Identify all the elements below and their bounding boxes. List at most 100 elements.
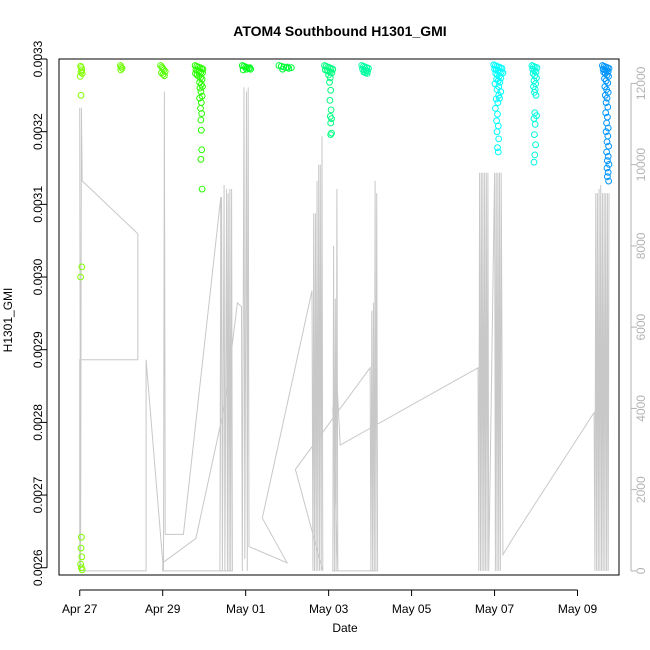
y-axis-left: 0.0026 0.0027 0.0028 0.0029 0.0030 0.0031 0.00… <box>31 40 48 586</box>
data-point <box>78 566 86 574</box>
data-point <box>602 109 610 117</box>
data-point <box>243 65 250 73</box>
data-point <box>77 544 85 552</box>
data-point <box>77 273 84 281</box>
x-tick-label: May 09 <box>558 602 598 616</box>
data-point <box>117 63 125 71</box>
data-point <box>198 146 206 154</box>
data-point <box>197 116 205 124</box>
x-tick-label: May 07 <box>475 602 515 616</box>
data-point <box>531 131 538 139</box>
data-point <box>604 124 612 132</box>
x-tick-label: May 03 <box>309 602 349 616</box>
data-point <box>78 553 86 561</box>
y-tick-label-right: 4000 <box>634 395 648 422</box>
data-point <box>604 153 612 160</box>
data-point <box>605 177 612 185</box>
y-tick-label-right: 0 <box>634 567 648 574</box>
y-axis-right: 0 2000 4000 6000 8000 10000 12000 <box>630 66 648 574</box>
y-tick-label: 0.0028 <box>31 404 45 441</box>
data-point <box>78 263 86 271</box>
data-point <box>494 110 501 118</box>
y-tick-label: 0.0029 <box>31 331 45 368</box>
data-point <box>196 94 204 102</box>
data-point <box>198 110 206 117</box>
data-point <box>76 73 84 80</box>
data-point <box>326 97 334 104</box>
y-tick-label: 0.0027 <box>31 476 45 513</box>
data-point <box>197 88 205 96</box>
data-point <box>604 169 612 176</box>
data-point <box>492 105 499 112</box>
data-point <box>118 65 126 72</box>
data-point <box>77 68 85 76</box>
data-point <box>604 103 612 111</box>
data-point <box>197 126 205 134</box>
plot-frame <box>58 58 620 576</box>
x-axis-label: Date <box>332 621 358 635</box>
data-point <box>327 131 335 139</box>
data-point <box>492 95 500 103</box>
data-point <box>605 142 612 150</box>
y-tick-label-right: 2000 <box>634 476 648 503</box>
y-tick-label-right: 6000 <box>634 313 648 340</box>
data-point <box>603 94 611 102</box>
data-point <box>287 64 295 72</box>
data-point <box>532 141 539 149</box>
data-point <box>328 115 335 122</box>
y-tick-label: 0.0031 <box>31 186 45 223</box>
data-point <box>604 173 611 181</box>
data-point <box>197 74 204 82</box>
data-point <box>327 106 335 114</box>
data-point <box>496 78 504 86</box>
data-point <box>159 70 167 78</box>
x-tick-label: May 01 <box>226 602 266 616</box>
data-point <box>198 185 206 193</box>
data-point <box>497 88 505 96</box>
x-axis: Apr 27 Apr 29 May 01 May 03 May 05 May 07 May … <box>62 589 598 616</box>
chart-title: ATOM4 Southbound H1301_GMI <box>233 23 446 39</box>
altitude-series <box>79 87 610 572</box>
data-point <box>605 161 613 168</box>
y-tick-label: 0.0030 <box>31 258 45 295</box>
data-point <box>284 63 292 71</box>
y-tick-label-right: 12000 <box>634 66 648 100</box>
data-point <box>603 148 610 156</box>
data-point <box>327 119 335 127</box>
data-point <box>197 155 205 163</box>
data-point <box>363 70 371 77</box>
h1301-points <box>76 61 613 574</box>
data-point <box>532 91 540 99</box>
y-tick-label: 0.0026 <box>31 549 45 586</box>
data-point <box>496 94 503 102</box>
data-point <box>602 128 610 136</box>
y-tick-label: 0.0032 <box>31 113 45 150</box>
data-point <box>493 128 501 136</box>
data-point <box>326 78 333 86</box>
data-point <box>78 533 85 541</box>
data-point <box>77 91 85 99</box>
x-tick-label: Apr 29 <box>145 602 181 616</box>
y-tick-label: 0.0033 <box>31 40 45 77</box>
data-point <box>531 151 539 159</box>
x-tick-label: May 05 <box>392 602 432 616</box>
data-point <box>246 64 254 72</box>
data-point <box>117 66 125 74</box>
data-point <box>327 86 335 94</box>
data-point <box>326 74 334 82</box>
data-point <box>604 157 611 165</box>
data-point <box>494 148 502 156</box>
data-point <box>161 72 168 80</box>
x-tick-label: Apr 27 <box>62 602 98 616</box>
data-point <box>494 144 501 152</box>
y-tick-label-right: 8000 <box>634 232 648 259</box>
data-point <box>531 121 539 128</box>
data-point <box>602 99 610 106</box>
data-point <box>603 138 611 146</box>
data-point <box>495 135 503 143</box>
data-point <box>494 99 502 106</box>
altitude-line <box>79 87 610 572</box>
y-axis-label: H1301_GMI <box>1 288 15 353</box>
